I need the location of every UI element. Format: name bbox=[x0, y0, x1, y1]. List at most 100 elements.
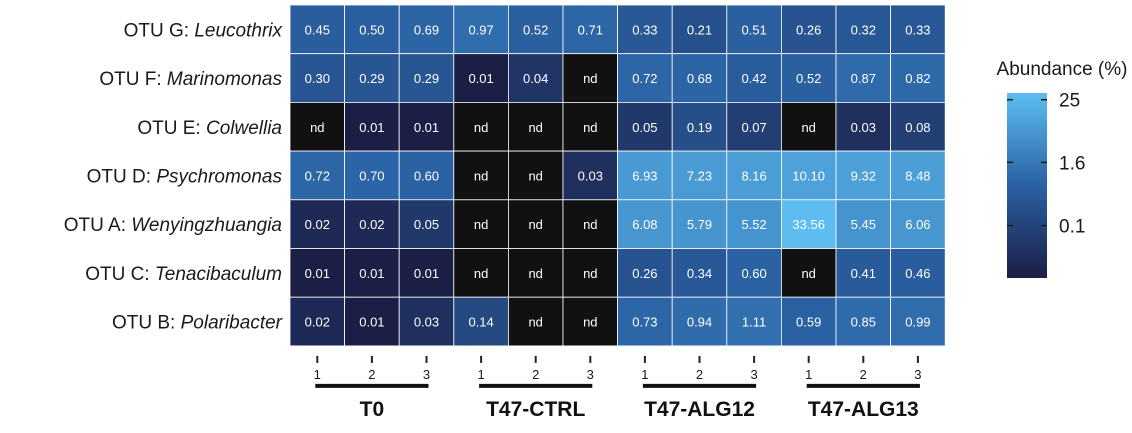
cell-value-label: nd bbox=[583, 120, 597, 135]
cell-value-label: 0.01 bbox=[359, 315, 384, 330]
cell-value-label: 1.11 bbox=[742, 315, 766, 330]
cell-value-label: 0.01 bbox=[359, 120, 384, 135]
cell-value-label: 0.45 bbox=[305, 22, 330, 37]
cell-value-label: 0.02 bbox=[359, 217, 384, 232]
cell-value-label: 0.05 bbox=[414, 217, 439, 232]
row-label: OTU E: Colwellia bbox=[137, 118, 282, 139]
cell-value-label: nd bbox=[474, 120, 488, 135]
heatmap-cell bbox=[398, 102, 455, 152]
heatmap-cell bbox=[507, 199, 564, 249]
heatmap-cell bbox=[671, 53, 728, 103]
cell-value-label: nd bbox=[583, 266, 597, 281]
cell-value-label: 5.45 bbox=[851, 217, 876, 232]
cell-value-label: 0.21 bbox=[687, 22, 712, 37]
cell-value-label: 0.42 bbox=[741, 71, 766, 86]
row-label: OTU B: Polaribacter bbox=[112, 313, 283, 334]
heatmap-cell bbox=[344, 53, 400, 103]
cell-value-label: 0.73 bbox=[632, 315, 657, 330]
heatmap-cell bbox=[781, 296, 837, 347]
cell-value-label: 0.60 bbox=[741, 266, 766, 281]
heatmap-cell bbox=[617, 296, 673, 347]
cell-value-label: 0.02 bbox=[305, 315, 330, 330]
cell-value-label: 0.60 bbox=[414, 168, 439, 183]
cell-value-label: 0.50 bbox=[359, 22, 384, 37]
heatmap-cell bbox=[453, 102, 509, 152]
group-label: T0 bbox=[360, 398, 385, 421]
heatmap-cell bbox=[398, 150, 455, 201]
row-labels: OTU G: Leucothrix OTU F: Marinomonas OTU E… bbox=[64, 20, 284, 333]
heatmap-cell bbox=[726, 296, 782, 347]
heatmap-cell bbox=[617, 102, 673, 152]
heatmap-cell bbox=[617, 53, 673, 103]
cell-value-label: 0.03 bbox=[578, 168, 603, 183]
row-label: OTU F: Marinomonas bbox=[99, 69, 282, 90]
cell-value-label: 6.06 bbox=[905, 217, 930, 232]
cell-value-label: 0.41 bbox=[851, 266, 876, 281]
heatmap-cell bbox=[289, 296, 345, 347]
cell-value-label: 0.26 bbox=[796, 22, 821, 37]
cell-value-label: 0.30 bbox=[305, 71, 330, 86]
cell-value-label: 0.52 bbox=[796, 71, 821, 86]
cell-value-label: 0.70 bbox=[359, 168, 384, 183]
cell-value-label: 0.14 bbox=[468, 315, 493, 330]
heatmap-cell bbox=[398, 296, 455, 347]
x-tick-label: 2 bbox=[860, 367, 867, 382]
cell-value-label: 0.52 bbox=[523, 22, 548, 37]
cell-value-label: 6.08 bbox=[632, 217, 657, 232]
heatmap-cell bbox=[890, 102, 946, 152]
cell-value-label: nd bbox=[528, 266, 542, 281]
cell-value-label: 0.94 bbox=[687, 315, 712, 330]
cell-value-label: 0.03 bbox=[851, 120, 876, 135]
cell-value-label: 0.82 bbox=[905, 71, 930, 86]
heatmap-cell bbox=[398, 199, 455, 249]
cell-value-label: 0.08 bbox=[905, 120, 930, 135]
heatmap-cell bbox=[562, 53, 618, 103]
x-axis: 1 2 3 1 2 3 1 2 3 1 2 3 T0 T47-CTRL T47-ALG12 T47-ALG13 bbox=[314, 355, 922, 421]
cell-value-label: 0.71 bbox=[578, 22, 603, 37]
x-tick-label: 3 bbox=[914, 367, 921, 382]
cell-value-label: nd bbox=[528, 217, 542, 232]
cell-value-label: 8.48 bbox=[905, 168, 930, 183]
cell-value-label: 9.32 bbox=[851, 168, 876, 183]
cell-value-label: 6.93 bbox=[632, 168, 657, 183]
cell-value-label: 8.16 bbox=[741, 168, 766, 183]
x-tick-label: 3 bbox=[587, 367, 594, 382]
x-tick-label: 2 bbox=[696, 367, 703, 382]
cell-value-label: 5.52 bbox=[741, 217, 766, 232]
cell-value-label: 0.69 bbox=[414, 22, 439, 37]
heatmap-cell bbox=[671, 199, 728, 249]
cell-value-label: nd bbox=[474, 168, 488, 183]
heatmap-cell bbox=[344, 4, 400, 55]
colorbar-tick-label: 0.1 bbox=[1059, 217, 1085, 238]
cell-value-label: nd bbox=[474, 266, 488, 281]
cell-value-label: 0.01 bbox=[414, 120, 439, 135]
heatmap-cell bbox=[453, 4, 509, 55]
cell-value-label: 0.68 bbox=[687, 71, 712, 86]
cell-value-label: 0.32 bbox=[851, 22, 876, 37]
row-label: OTU D: Psychromonas bbox=[87, 166, 283, 187]
x-tick-label: 2 bbox=[368, 367, 375, 382]
heatmap-cell bbox=[835, 199, 891, 249]
heatmap-cell bbox=[671, 4, 728, 55]
heatmap-cell bbox=[507, 53, 564, 103]
cell-value-label: 0.07 bbox=[741, 120, 766, 135]
cell-value-label: 0.51 bbox=[741, 22, 766, 37]
colorbar-tick-label: 1.6 bbox=[1059, 153, 1085, 174]
heatmap-cell bbox=[562, 296, 618, 347]
cell-value-label: 0.72 bbox=[305, 168, 330, 183]
heatmap-cell bbox=[726, 248, 782, 298]
colorbar-legend: Abundance (%) 25 1.6 0.1 bbox=[997, 59, 1127, 278]
row-label: OTU A: Wenyingzhuangia bbox=[64, 215, 282, 236]
heatmap-cell bbox=[671, 248, 728, 298]
heatmap-cell bbox=[344, 150, 400, 201]
heatmap-cell bbox=[890, 4, 946, 55]
cell-value-label: 33.56 bbox=[792, 217, 825, 232]
row-label: OTU C: Tenacibaculum bbox=[85, 264, 282, 285]
x-tick-label: 3 bbox=[750, 367, 757, 382]
heatmap-cell bbox=[507, 102, 564, 152]
cell-value-label: nd bbox=[801, 120, 815, 135]
heatmap-cell bbox=[562, 150, 618, 201]
group-label: T47-ALG12 bbox=[644, 398, 755, 421]
